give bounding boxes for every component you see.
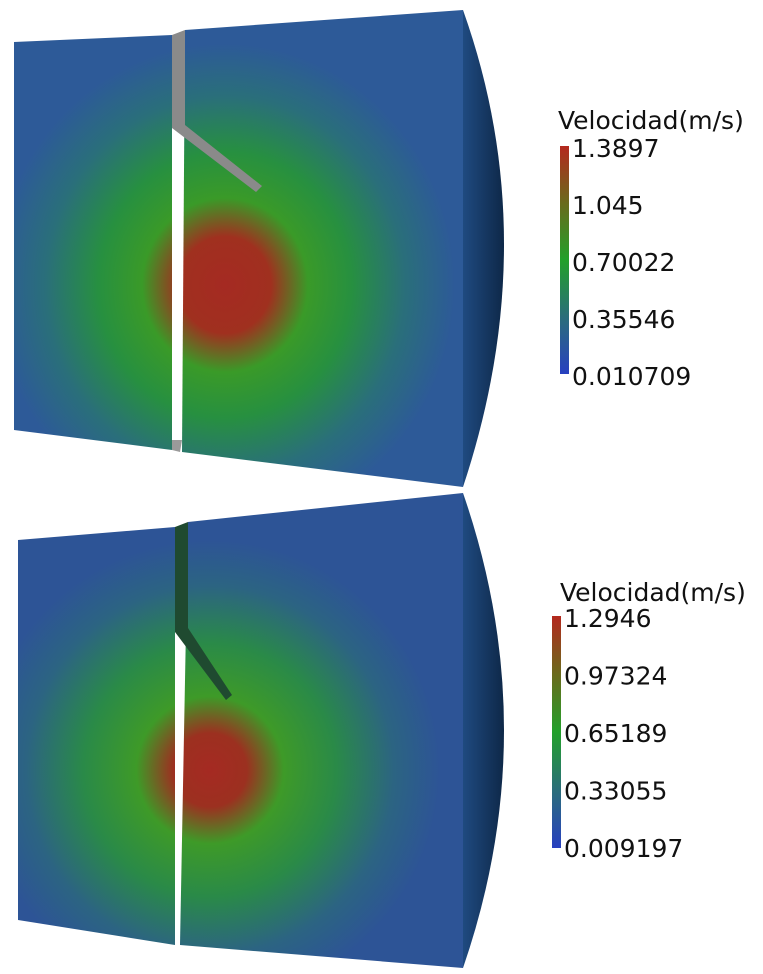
- legend-title: Velocidad(m/s): [558, 106, 744, 135]
- legend-title: Velocidad(m/s): [560, 578, 746, 607]
- legend-tick-label: 0.70022: [572, 248, 675, 277]
- legend-tick-label: 0.010709: [572, 362, 691, 391]
- legend-tick-label: 0.33055: [564, 776, 667, 805]
- legend-tick-label: 0.65189: [564, 719, 667, 748]
- render-bottom: [18, 493, 561, 968]
- render-top: [14, 10, 569, 487]
- scene: Velocidad(m/s)1.38971.0450.700220.355460…: [0, 0, 763, 970]
- legend-tick-label: 1.3897: [572, 134, 659, 163]
- legend-tick-label: 1.2946: [564, 604, 651, 633]
- legend-tick-label: 1.045: [572, 191, 644, 220]
- legend-tick-label: 0.35546: [572, 305, 675, 334]
- legend-tick-label: 0.009197: [564, 834, 683, 863]
- legend-tick-label: 0.97324: [564, 662, 667, 691]
